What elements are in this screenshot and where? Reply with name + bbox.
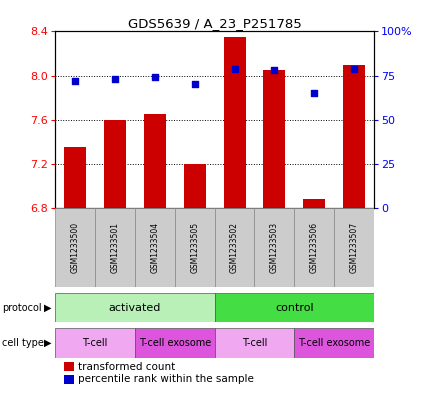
Text: GSM1233500: GSM1233500: [71, 222, 79, 273]
Bar: [104, 120, 126, 208]
Point: [351, 66, 357, 72]
Point: [112, 76, 119, 83]
Point: [72, 78, 79, 84]
Bar: [224, 37, 246, 208]
Text: T-cell exosome: T-cell exosome: [298, 338, 370, 348]
Point: [231, 66, 238, 72]
Text: GSM1233502: GSM1233502: [230, 222, 239, 273]
Text: activated: activated: [109, 303, 161, 312]
Text: ▶: ▶: [43, 303, 51, 312]
Text: protocol: protocol: [2, 303, 42, 312]
Bar: [215, 328, 294, 358]
Text: GSM1233507: GSM1233507: [350, 222, 359, 273]
Bar: [294, 208, 334, 287]
Bar: [175, 208, 215, 287]
Point: [151, 74, 158, 81]
Text: GSM1233506: GSM1233506: [310, 222, 319, 273]
Text: percentile rank within the sample: percentile rank within the sample: [78, 374, 254, 384]
Title: GDS5639 / A_23_P251785: GDS5639 / A_23_P251785: [128, 17, 301, 30]
Point: [191, 81, 198, 88]
Bar: [215, 293, 374, 322]
Point: [311, 90, 317, 97]
Bar: [95, 208, 135, 287]
Text: ▶: ▶: [43, 338, 51, 348]
Bar: [144, 114, 166, 208]
Bar: [55, 328, 135, 358]
Text: cell type: cell type: [2, 338, 44, 348]
Text: T-cell exosome: T-cell exosome: [139, 338, 211, 348]
Bar: [184, 164, 206, 208]
Bar: [135, 328, 215, 358]
Bar: [55, 208, 95, 287]
Text: T-cell: T-cell: [82, 338, 108, 348]
Bar: [264, 70, 285, 208]
Text: control: control: [275, 303, 314, 312]
Bar: [334, 208, 374, 287]
Text: GSM1233505: GSM1233505: [190, 222, 199, 273]
Bar: [64, 147, 86, 208]
Bar: [303, 199, 325, 208]
Text: transformed count: transformed count: [78, 362, 175, 372]
Bar: [255, 208, 294, 287]
Bar: [294, 328, 374, 358]
Bar: [215, 208, 255, 287]
Point: [271, 67, 278, 73]
Bar: [135, 208, 175, 287]
Text: GSM1233501: GSM1233501: [110, 222, 119, 273]
Text: GSM1233504: GSM1233504: [150, 222, 159, 273]
Bar: [55, 293, 215, 322]
Text: GSM1233503: GSM1233503: [270, 222, 279, 273]
Bar: [343, 64, 365, 208]
Text: T-cell: T-cell: [242, 338, 267, 348]
